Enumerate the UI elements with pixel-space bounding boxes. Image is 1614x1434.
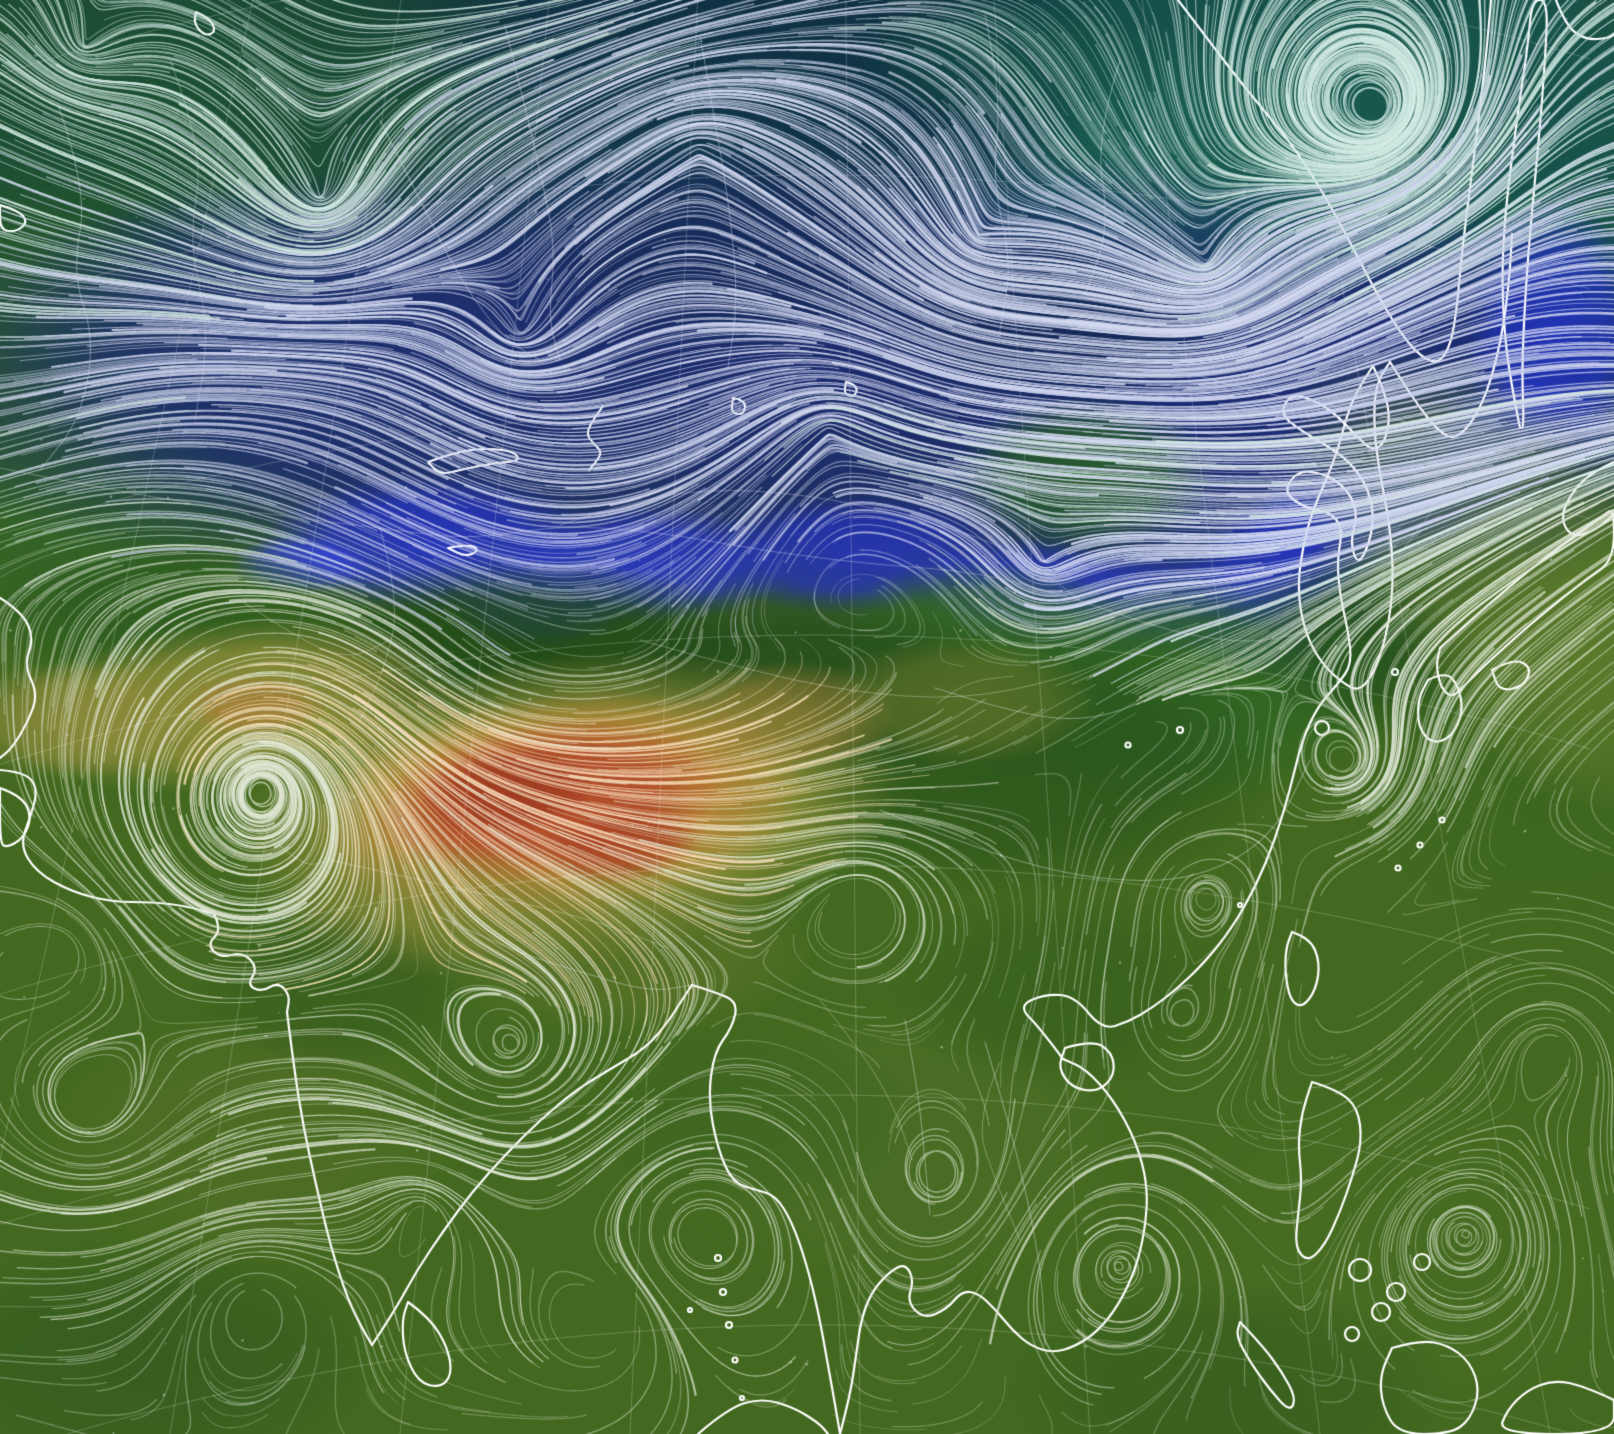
earth-wind-map [0,0,1614,1434]
wind-map-canvas[interactable] [0,0,1614,1434]
